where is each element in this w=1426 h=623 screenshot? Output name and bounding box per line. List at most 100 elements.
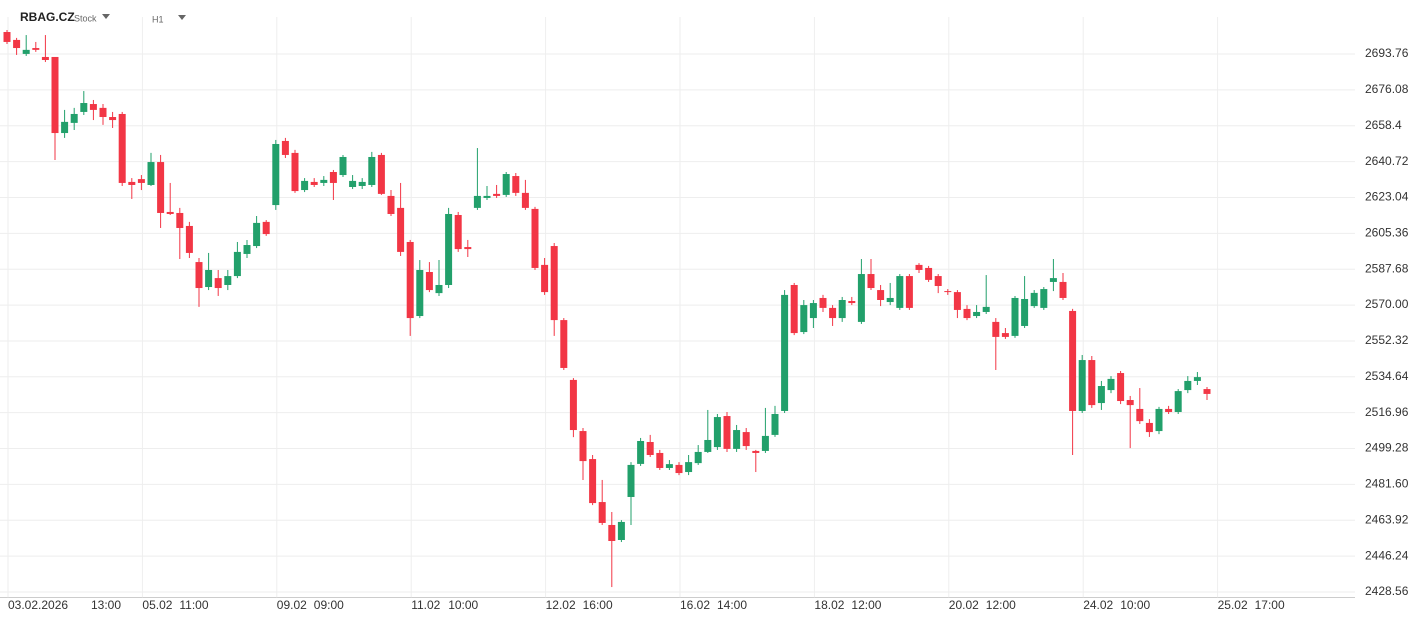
candle-body	[541, 264, 549, 293]
candle-body	[819, 297, 827, 308]
candle-body	[925, 267, 933, 280]
candle-body	[435, 284, 443, 294]
y-tick-label: 2446.24	[1365, 548, 1409, 562]
candle-body	[157, 162, 165, 213]
candle-body	[291, 152, 299, 192]
candle-body	[579, 431, 587, 462]
candle-body	[493, 193, 501, 196]
y-tick-label: 2587.68	[1365, 261, 1409, 275]
candle-body	[70, 113, 78, 123]
candle-body	[1174, 391, 1182, 412]
y-tick-label: 2623.04	[1365, 190, 1409, 204]
candle-body	[1126, 400, 1134, 406]
candle-body	[953, 292, 961, 310]
candle-body	[118, 113, 126, 183]
candle-body	[905, 276, 913, 308]
timeframe[interactable]: H1	[152, 14, 164, 24]
x-tick-time: 13:00	[91, 598, 121, 612]
timeframe-dropdown[interactable]	[178, 15, 186, 20]
candle-body	[387, 195, 395, 214]
candle-body	[838, 299, 846, 319]
candle-body	[752, 450, 760, 453]
candle-body	[464, 247, 472, 250]
candle-body	[176, 212, 184, 228]
candle-body	[416, 269, 424, 317]
x-tick-time: 14:00	[717, 598, 747, 612]
candle-body	[531, 208, 539, 268]
candle-body	[1059, 281, 1067, 298]
candle-body	[301, 180, 309, 191]
candle-body	[473, 195, 481, 208]
x-tick-time: 17:00	[1255, 598, 1285, 612]
y-tick-label: 2640.72	[1365, 154, 1409, 168]
candle-body	[89, 104, 97, 110]
candle-body	[569, 379, 577, 431]
candle-body	[502, 174, 510, 195]
candle-body	[857, 274, 865, 322]
candle-body	[253, 222, 261, 247]
symbol-dropdown[interactable]	[102, 14, 110, 19]
candle-body	[166, 211, 174, 214]
candle-body	[675, 464, 683, 474]
candle-body	[128, 181, 136, 185]
candle-body	[1030, 292, 1038, 307]
candle-body	[233, 251, 241, 277]
candle-body	[637, 440, 645, 464]
candle-body	[1155, 408, 1163, 432]
y-tick-label: 2516.96	[1365, 405, 1409, 419]
candle-body	[781, 294, 789, 411]
x-tick-time: 12:00	[986, 598, 1016, 612]
candle-body	[1040, 289, 1048, 308]
candle-body	[1165, 408, 1173, 412]
candle-body	[723, 416, 731, 449]
candle-body	[1088, 360, 1096, 406]
candle-body	[310, 181, 318, 185]
candle-body	[1117, 373, 1125, 402]
candle-body	[560, 320, 568, 368]
candle-body	[1184, 380, 1192, 391]
candle-body	[406, 241, 414, 319]
candle-body	[896, 276, 904, 308]
candle-body	[339, 156, 347, 176]
candle-body	[1097, 386, 1105, 404]
candle-body	[243, 245, 251, 254]
x-tick-time: 12:00	[851, 598, 881, 612]
x-tick-date: 20.02	[949, 598, 979, 612]
candle-body	[809, 303, 817, 319]
candle-body	[1011, 297, 1019, 336]
candle-body	[51, 56, 59, 134]
y-tick-label: 2605.36	[1365, 226, 1409, 240]
candle-body	[790, 284, 798, 334]
y-tick-label: 2481.60	[1365, 477, 1409, 491]
candle-body	[771, 414, 779, 435]
x-tick-date: 18.02	[814, 598, 844, 612]
candle-body	[1001, 333, 1009, 337]
candle-body	[61, 121, 69, 134]
candle-body	[1049, 278, 1057, 282]
candle-body	[829, 307, 837, 319]
candle-body	[646, 442, 654, 455]
y-tick-label: 2499.28	[1365, 441, 1409, 455]
candle-body	[694, 451, 702, 464]
candle-body	[3, 32, 11, 42]
candle-body	[992, 321, 1000, 337]
candle-body	[656, 452, 664, 468]
candle-body	[454, 214, 462, 250]
y-tick-label: 2463.92	[1365, 512, 1409, 526]
candle-body	[608, 524, 616, 542]
candle-body	[982, 306, 990, 312]
candle-body	[358, 181, 366, 186]
x-tick-time: 09:00	[314, 598, 344, 612]
y-tick-label: 2676.08	[1365, 82, 1409, 96]
symbol[interactable]: RBAG.CZ	[20, 10, 75, 24]
candle-body	[329, 171, 337, 183]
x-tick-date: 11.02	[411, 598, 440, 612]
candle-body	[1107, 378, 1115, 391]
candle-body	[32, 48, 40, 50]
candle-body	[627, 464, 635, 497]
candle-body	[973, 311, 981, 317]
candle-body	[963, 308, 971, 319]
candle-body	[1021, 298, 1029, 326]
candle-body	[944, 291, 952, 293]
